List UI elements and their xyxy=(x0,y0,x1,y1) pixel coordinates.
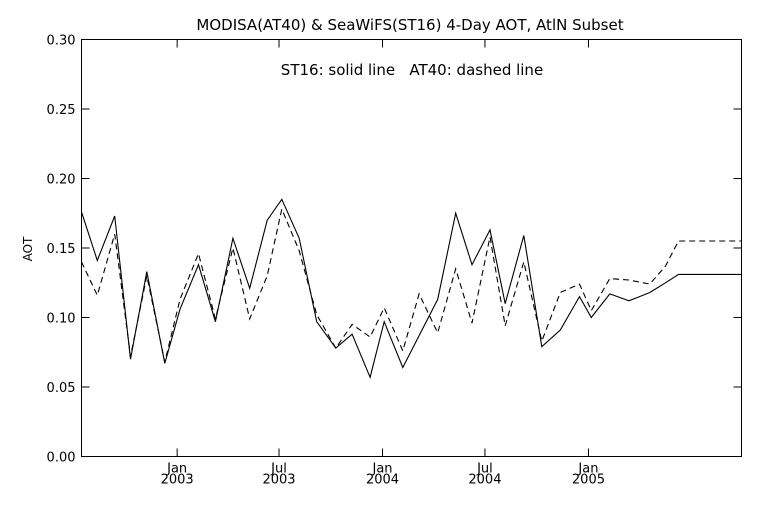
x-tick-month: Jan xyxy=(166,462,187,477)
series-lines xyxy=(82,199,742,377)
x-tick-year: 2004 xyxy=(366,473,399,488)
series-line-at40 xyxy=(82,209,742,362)
x-tick-month: Jan xyxy=(371,462,392,477)
y-tick-label: 0.05 xyxy=(47,381,76,396)
x-tick-month: Jan xyxy=(577,462,598,477)
y-tick-label: 0.30 xyxy=(47,34,76,49)
x-tick-year: 2003 xyxy=(161,473,194,488)
y-tick-label: 0.00 xyxy=(47,451,76,466)
legend-annotation: ST16: solid line AT40: dashed line xyxy=(281,61,543,79)
x-tick-month: Jul xyxy=(270,462,287,477)
plot-frame xyxy=(81,39,742,457)
y-tick-label: 0.25 xyxy=(47,103,76,118)
series-line-st16 xyxy=(82,199,742,377)
y-tick-label: 0.15 xyxy=(47,242,76,257)
x-tick-month: Jul xyxy=(476,462,493,477)
y-tick-label: 0.20 xyxy=(47,173,76,188)
y-tick-label: 0.10 xyxy=(47,312,76,327)
x-tick-year: 2005 xyxy=(572,473,605,488)
y-axis: 0.00 0.05 0.10 0.15 0.20 0.25 0.30 xyxy=(47,34,742,466)
chart-title: MODISA(AT40) & SeaWiFS(ST16) 4-Day AOT, … xyxy=(196,16,623,34)
y-axis-label: AOT xyxy=(21,236,35,261)
x-tick-year: 2003 xyxy=(262,473,295,488)
x-tick-year: 2004 xyxy=(468,473,501,488)
